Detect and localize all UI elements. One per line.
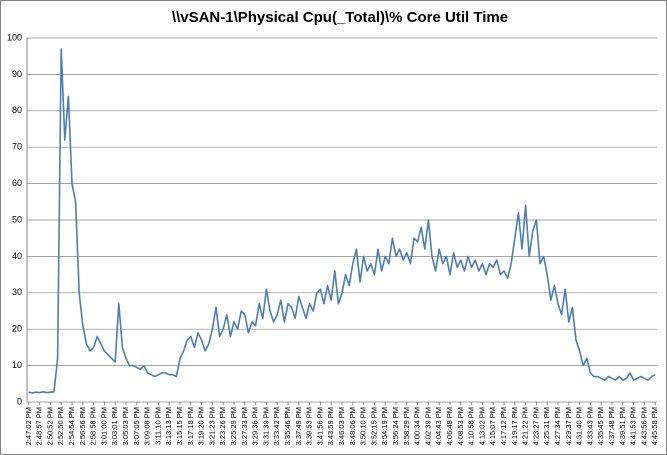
y-tick-label: 0 [17,396,22,406]
x-tick-label: 3:25:29 PM [229,407,238,445]
y-tick-label: 80 [12,105,22,115]
x-tick-label: 4:35:45 PM [596,407,605,445]
x-tick-label: 3:17:18 PM [186,407,195,445]
x-tick-label: 2:58:58 PM [89,407,98,445]
x-tick-label: 3:29:36 PM [251,407,260,445]
x-tick-label: 3:01:00 PM [99,407,108,445]
x-tick-label: 4:08:53 PM [456,407,465,445]
y-tick-label: 100 [7,32,22,42]
x-tick-label: 3:15:15 PM [175,407,184,445]
x-tick-label: 2:50:52 PM [45,407,54,445]
y-tick-label: 50 [12,214,22,224]
x-tick-label: 3:46:03 PM [337,407,346,445]
x-tick-label: 4:39:51 PM [618,407,627,445]
x-tick-label: 4:02:39 PM [423,407,432,445]
y-tick-label: 90 [12,69,22,79]
x-tick-label: 4:13:02 PM [477,407,486,445]
x-tick-label: 3:56:24 PM [391,407,400,445]
x-tick-label: 4:41:53 PM [629,407,638,445]
x-tick-label: 2:52:50 PM [56,407,65,445]
x-tick-label: 4:31:40 PM [575,407,584,445]
y-tick-label: 30 [12,287,22,297]
x-tick-label: 3:09:08 PM [143,407,152,445]
x-tick-label: 4:45:58 PM [650,407,659,445]
x-tick-label: 4:19:17 PM [510,407,519,445]
x-tick-label: 4:04:43 PM [434,407,443,445]
x-tick-label: 3:05:03 PM [121,407,130,445]
x-tick-label: 4:43:56 PM [639,407,648,445]
y-tick-label: 10 [12,360,22,370]
x-tick-label: 4:06:48 PM [445,407,454,445]
x-tick-label: 4:10:58 PM [467,407,476,445]
x-tick-label: 3:52:15 PM [369,407,378,445]
x-tick-label: 4:37:48 PM [607,407,616,445]
x-tick-label: 4:00:34 PM [413,407,422,445]
x-tick-label: 3:31:39 PM [261,407,270,445]
x-tick-label: 2:47:02 PM [24,407,33,445]
x-tick-label: 3:33:42 PM [272,407,281,445]
x-tick-label: 4:29:37 PM [564,407,573,445]
x-tick-label: 2:54:54 PM [67,407,76,445]
y-tick-label: 20 [12,324,22,334]
x-tick-label: 3:58:29 PM [402,407,411,445]
x-tick-label: 3:27:33 PM [240,407,249,445]
x-tick-label: 3:03:01 PM [110,407,119,445]
x-tick-label: 3:23:26 PM [218,407,227,445]
x-tick-label: 4:27:34 PM [553,407,562,445]
chart-title: \\vSAN-1\Physical Cpu(_Total)\% Core Uti… [172,9,508,26]
data-line [28,48,656,394]
x-tick-label: 3:37:49 PM [294,407,303,445]
x-tick-label: 4:21:22 PM [521,407,530,445]
x-tick-label: 3:13:13 PM [164,407,173,445]
x-tick-label: 3:11:10 PM [153,407,162,445]
x-tick-label: 3:54:19 PM [380,407,389,445]
y-tick-label: 70 [12,142,22,152]
x-tick-label: 4:15:07 PM [488,407,497,445]
x-tick-label: 2:56:56 PM [78,407,87,445]
x-tick-label: 3:41:56 PM [315,407,324,445]
y-tick-label: 40 [12,251,22,261]
y-tick-label: 60 [12,178,22,188]
x-tick-label: 4:23:27 PM [531,407,540,445]
x-tick-label: 3:39:53 PM [305,407,314,445]
x-tick-label: 4:25:31 PM [542,407,551,445]
x-tick-label: 3:50:10 PM [359,407,368,445]
x-tick-label: 4:33:43 PM [585,407,594,445]
x-tick-label: 4:17:12 PM [499,407,508,445]
x-tick-label: 2:48:57 PM [35,407,44,445]
x-tick-label: 3:35:46 PM [283,407,292,445]
x-tick-label: 3:21:23 PM [207,407,216,445]
x-tick-label: 3:07:05 PM [132,407,141,445]
x-tick-label: 3:43:59 PM [326,407,335,445]
x-tick-label: 3:48:06 PM [348,407,357,445]
x-tick-label: 3:19:20 PM [197,407,206,445]
